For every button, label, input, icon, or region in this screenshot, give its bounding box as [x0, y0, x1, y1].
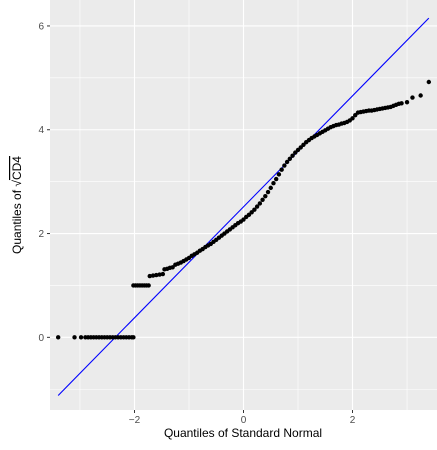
data-point: [154, 272, 159, 278]
data-point: [260, 197, 265, 203]
data-point: [404, 100, 410, 105]
x-axis-title: Quantiles of Standard Normal: [164, 426, 322, 440]
data-point: [72, 335, 77, 340]
data-point: [350, 116, 355, 121]
data-point: [410, 95, 415, 100]
data-point: [418, 93, 423, 98]
x-tick-label: −2: [129, 415, 141, 426]
data-point: [301, 142, 306, 147]
data-point: [170, 265, 175, 270]
data-point: [78, 335, 84, 340]
data-points: [55, 79, 432, 340]
x-axis-ticks: −2 0 2: [129, 410, 356, 426]
data-point: [257, 201, 263, 206]
y-axis-title-prefix: Quantiles of: [10, 187, 24, 254]
y-tick-label: 4: [38, 125, 44, 136]
data-point: [287, 156, 293, 162]
data-point: [241, 217, 246, 222]
y-axis-title-term: CD4: [10, 156, 24, 180]
data-point: [271, 181, 276, 186]
data-point: [147, 273, 152, 279]
data-point: [284, 159, 290, 165]
data-point: [160, 271, 166, 277]
y-axis-title: Quantiles of √CD4: [10, 156, 24, 254]
y-tick-label: 2: [38, 229, 44, 240]
x-tick-label: 2: [350, 415, 356, 426]
y-axis-title-root: √: [10, 180, 24, 187]
data-point: [157, 272, 162, 277]
y-tick-label: 0: [38, 333, 44, 344]
data-point: [399, 101, 404, 106]
data-point: [426, 79, 432, 85]
y-tick-label: 6: [38, 21, 44, 32]
data-point: [274, 176, 279, 182]
data-point: [298, 145, 303, 150]
svg-text:Quantiles of √CD4: Quantiles of √CD4: [10, 156, 24, 254]
y-axis-ticks: 0 2 4 6: [38, 21, 50, 344]
data-point: [265, 189, 271, 195]
data-point: [249, 210, 254, 215]
data-point: [146, 283, 151, 288]
reference-line: [57, 17, 430, 396]
data-point: [282, 163, 287, 168]
grid-lines: [50, 0, 437, 410]
data-point: [252, 207, 257, 212]
data-point: [268, 185, 273, 191]
data-point: [150, 273, 156, 278]
data-point: [246, 212, 252, 218]
data-point: [254, 204, 260, 209]
data-point: [131, 335, 136, 340]
data-point: [293, 150, 298, 155]
x-tick-label: 0: [241, 415, 247, 426]
data-point: [263, 193, 268, 199]
data-point: [353, 113, 358, 118]
data-point: [276, 172, 282, 177]
data-point: [290, 153, 295, 158]
data-point: [279, 167, 284, 172]
data-point: [55, 335, 61, 340]
data-point: [295, 147, 301, 153]
reference-line-layer: [57, 17, 430, 396]
